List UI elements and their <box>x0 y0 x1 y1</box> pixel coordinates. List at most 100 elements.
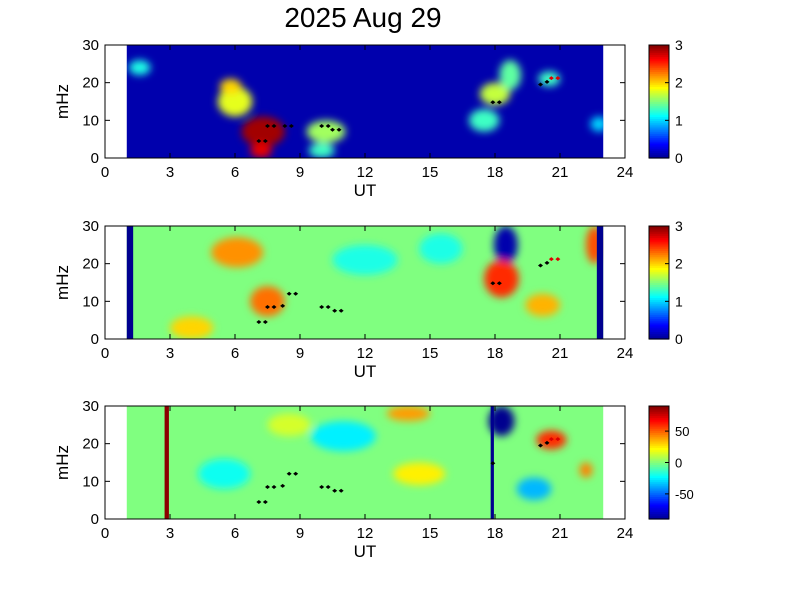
colorbar-frame <box>648 225 670 340</box>
colorbar-cell <box>649 409 669 413</box>
colorbar-cell <box>649 93 669 97</box>
colorbar-cell <box>649 322 669 325</box>
marker <box>262 139 268 144</box>
colorbar-cell <box>649 61 669 65</box>
colorbar-cell <box>649 496 669 499</box>
colorbar-cell <box>649 306 669 310</box>
marker <box>490 461 496 466</box>
colorbar-cell <box>649 451 669 454</box>
marker <box>538 263 543 268</box>
colorbar-cell <box>649 65 669 69</box>
heatmap-strip <box>164 406 169 519</box>
colorbar-cell <box>649 77 669 80</box>
marker <box>262 320 268 325</box>
heatmap-3 <box>126 406 604 519</box>
colorbar-cell <box>649 235 669 238</box>
colorbar-cell <box>649 323 669 327</box>
heatmap-feature <box>469 109 500 132</box>
colorbar-tick-label: 3 <box>675 37 683 53</box>
marker <box>330 127 335 132</box>
heatmap-feature <box>484 259 519 298</box>
marker-red <box>548 437 554 442</box>
colorbar-cell <box>649 327 669 331</box>
marker <box>338 308 344 313</box>
marker-red <box>548 257 554 262</box>
x-tick-label: 9 <box>296 164 304 181</box>
colorbar-cell <box>649 464 669 467</box>
x-tick-label: 21 <box>552 525 569 542</box>
colorbar-cell <box>649 331 669 334</box>
colorbar-cell <box>649 101 669 104</box>
colorbar-cell <box>649 80 669 84</box>
colorbar-cell <box>649 226 669 229</box>
colorbar-cell <box>649 305 669 308</box>
colorbar-cell <box>649 254 669 257</box>
marker <box>325 304 331 309</box>
heatmap-background <box>126 45 604 158</box>
colorbar-cell <box>649 60 669 63</box>
heatmap-feature <box>170 316 214 339</box>
colorbar-cell <box>649 154 669 157</box>
colorbar-cell <box>649 56 669 59</box>
colorbar-cell <box>649 337 669 340</box>
heatmap-feature <box>493 226 518 264</box>
colorbar-cell <box>649 274 669 278</box>
y-axis-label: mHz <box>53 265 72 300</box>
colorbar-tick-label: 0 <box>675 150 683 166</box>
x-tick-label: 15 <box>422 164 439 181</box>
heatmap-1 <box>126 45 604 158</box>
heatmap-strip <box>596 226 604 339</box>
colorbar-cell <box>649 481 669 484</box>
colorbar-cell <box>649 295 669 299</box>
colorbar-1: 0 1 2 3 <box>648 37 683 166</box>
x-tick-label: 9 <box>296 525 304 542</box>
colorbar-tick-label: 3 <box>675 218 683 234</box>
marker <box>288 123 294 128</box>
colorbar-cell <box>649 120 669 123</box>
y-tick-label: 20 <box>82 256 99 273</box>
heatmap-features <box>128 60 604 158</box>
heatmap-feature <box>499 60 521 91</box>
x-tick-label: 6 <box>231 345 239 362</box>
colorbar-cell <box>649 150 669 153</box>
marker <box>332 488 338 493</box>
colorbar-cell <box>649 419 669 422</box>
colorbar-cell <box>649 127 669 131</box>
marker-red <box>555 437 561 442</box>
colorbar-cell <box>649 73 669 76</box>
colorbar-cell <box>649 54 669 57</box>
colorbar-cell <box>649 299 669 302</box>
colorbar-cell <box>649 436 669 439</box>
colorbar-cell <box>649 417 669 420</box>
colorbar-frame <box>648 44 670 159</box>
colorbar-cell <box>649 246 669 250</box>
heatmap-feature <box>219 78 242 94</box>
colorbar-cell <box>649 314 669 317</box>
colorbar-tick-label: 50 <box>675 424 689 439</box>
colorbar-cell <box>649 135 669 138</box>
colorbar-cell <box>649 112 669 116</box>
colorbar-cell <box>649 333 669 336</box>
marker <box>325 484 331 489</box>
marker <box>265 123 270 128</box>
marker <box>496 100 502 105</box>
colorbar-cell <box>649 78 669 82</box>
heatmap-feature <box>211 237 264 268</box>
y-tick-label: 0 <box>91 331 99 348</box>
colorbar-cell <box>649 284 669 287</box>
colorbar-cell <box>649 415 669 418</box>
panel-3: 0 3 6 9 12 15 18 21 24 UT 0 10 20 30 mHz -50 0 50 <box>53 398 694 561</box>
colorbar-cell <box>649 438 669 441</box>
colorbar-cell <box>649 498 669 501</box>
marker <box>280 303 286 308</box>
colorbar-cell <box>649 470 669 473</box>
x-axis-label: UT <box>354 362 377 381</box>
heatmap-feature <box>393 462 446 486</box>
colorbar-cell <box>649 479 669 482</box>
colorbar-cell <box>649 105 669 108</box>
marker <box>271 123 277 128</box>
colorbar-cell <box>649 441 669 445</box>
y-tick-label: 10 <box>82 473 99 490</box>
colorbar-cell <box>649 146 669 150</box>
